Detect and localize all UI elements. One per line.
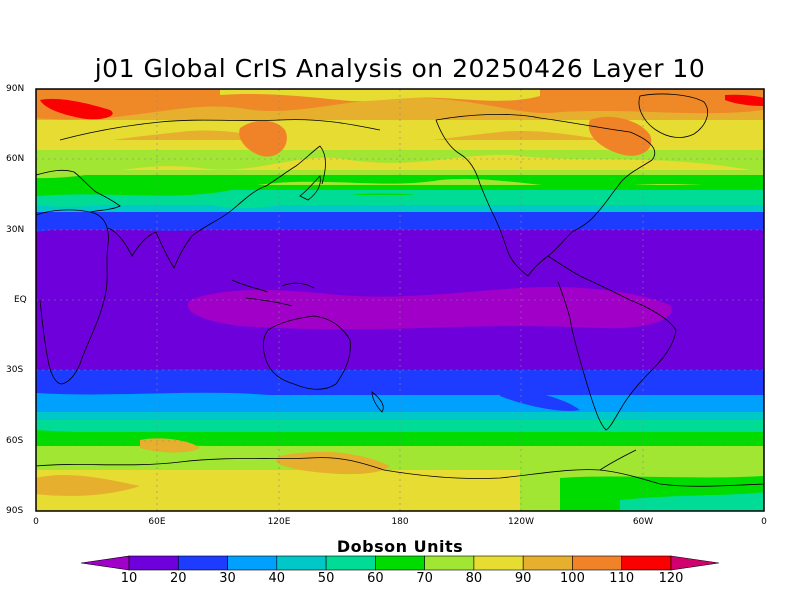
colorbar-tick-label: 20	[169, 571, 187, 586]
colorbar-segment	[177, 555, 228, 571]
colorbar-segment	[473, 555, 524, 571]
colorbar-segment	[227, 555, 278, 571]
colorbar-segment	[80, 555, 130, 571]
lat-label-30n: 30N	[6, 225, 25, 235]
colorbar-segment	[325, 555, 376, 571]
lon-label-120e: 120E	[267, 517, 291, 527]
map-frame	[35, 88, 765, 512]
lat-label-60s: 60S	[6, 436, 24, 446]
colorbar-tick-label: 10	[120, 571, 138, 586]
lon-label-60e: 60E	[148, 517, 166, 527]
colorbar-segment	[375, 555, 425, 571]
lat-label-30s: 30S	[6, 365, 24, 375]
lat-label-90n: 90N	[6, 84, 25, 94]
colorbar-segment	[424, 555, 475, 571]
colorbar-segment	[621, 555, 672, 571]
colorbar-tick-label: 80	[465, 571, 483, 586]
colorbar-tick-label: 50	[317, 571, 335, 586]
map-title: j01 Global CrIS Analysis on 20250426 Lay…	[94, 54, 706, 83]
lon-label-0: 0	[33, 517, 39, 527]
lon-label-0-end: 0	[761, 517, 767, 527]
colorbar-tick-label: 40	[268, 571, 286, 586]
lon-label-60w: 60W	[632, 517, 654, 527]
colorbar-segment	[572, 555, 623, 571]
colorbar-title: Dobson Units	[336, 537, 464, 556]
lat-label-90s: 90S	[6, 506, 24, 516]
colorbar-segment	[276, 555, 327, 571]
colorbar-segment	[128, 555, 179, 571]
colorbar-tick-label: 100	[560, 571, 585, 586]
colorbar-tick-label: 90	[514, 571, 532, 586]
colorbar-tick-label: 70	[416, 571, 433, 586]
colorbar-tick-label: 60	[367, 571, 384, 586]
colorbar-tick-label: 120	[658, 571, 684, 586]
coastlines	[36, 93, 764, 487]
lat-label-eq: EQ	[14, 295, 27, 305]
map-grid	[36, 89, 764, 511]
lon-label-180: 180	[391, 517, 409, 527]
colorbar-tick-label: 110	[609, 571, 635, 586]
colorbar-segment	[670, 555, 720, 571]
colorbar-tick-label: 30	[219, 571, 236, 586]
colorbar-segment	[522, 555, 573, 571]
lat-label-60n: 60N	[6, 154, 25, 164]
lon-label-120w: 120W	[507, 517, 535, 527]
